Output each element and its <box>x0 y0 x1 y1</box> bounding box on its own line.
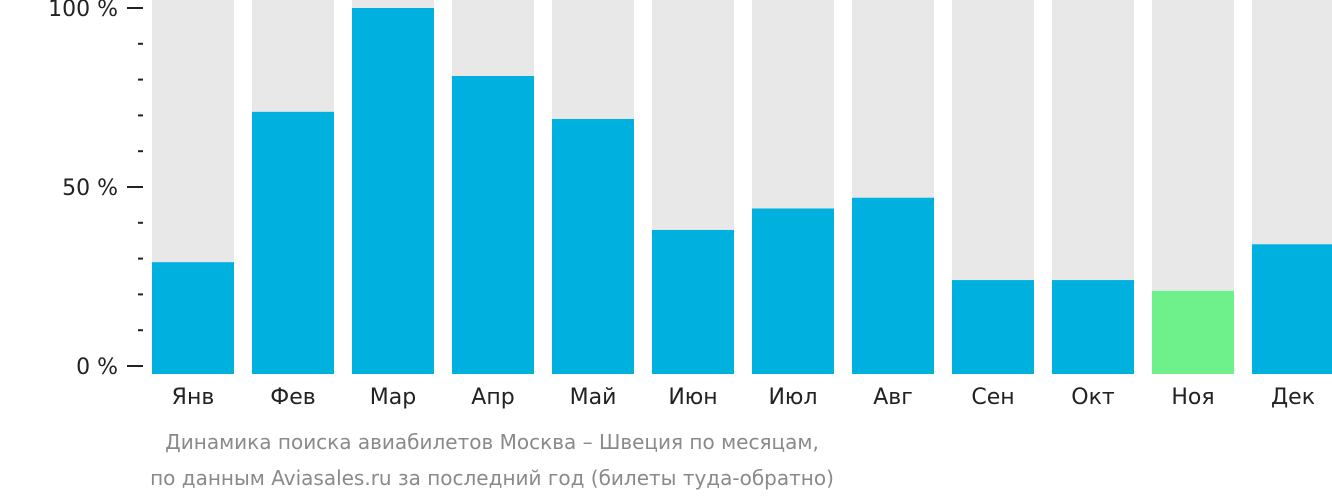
bar <box>1252 244 1332 374</box>
chart-caption-line-2: по данным Aviasales.ru за последний год … <box>150 466 834 490</box>
x-tick-label: Май <box>570 385 617 410</box>
bar <box>652 229 734 374</box>
x-tick-label: Ноя <box>1171 385 1214 410</box>
x-tick-label: Мар <box>370 385 416 410</box>
x-tick-label: Апр <box>471 385 514 410</box>
x-tick-label: Дек <box>1271 385 1315 410</box>
bar <box>152 262 234 374</box>
bar <box>752 208 834 374</box>
x-tick-label: Окт <box>1071 385 1115 410</box>
bar <box>252 111 334 374</box>
bar <box>452 76 534 375</box>
x-tick-label: Июл <box>768 385 817 410</box>
bar <box>1052 280 1134 374</box>
chart-caption-line-1: Динамика поиска авиабилетов Москва – Шве… <box>165 430 819 454</box>
x-tick-label: Июн <box>668 385 717 410</box>
bar-chart: Янв Фев Мар Апр Май Июн Июл Авг Сен Окт Ноя Дек 0 % 5… <box>48 0 1332 410</box>
y-tick-label: 100 % <box>48 0 118 22</box>
bar <box>552 118 634 374</box>
y-tick-label: 50 % <box>62 176 118 201</box>
x-tick-label: Янв <box>172 385 215 410</box>
bar <box>852 197 934 374</box>
x-tick-label: Сен <box>971 385 1014 410</box>
x-tick-label: Фев <box>270 385 315 410</box>
bar <box>352 8 434 374</box>
x-tick-label: Авг <box>873 385 913 410</box>
bar <box>952 280 1034 374</box>
bar <box>1152 290 1234 374</box>
y-tick-label: 0 % <box>76 355 118 380</box>
